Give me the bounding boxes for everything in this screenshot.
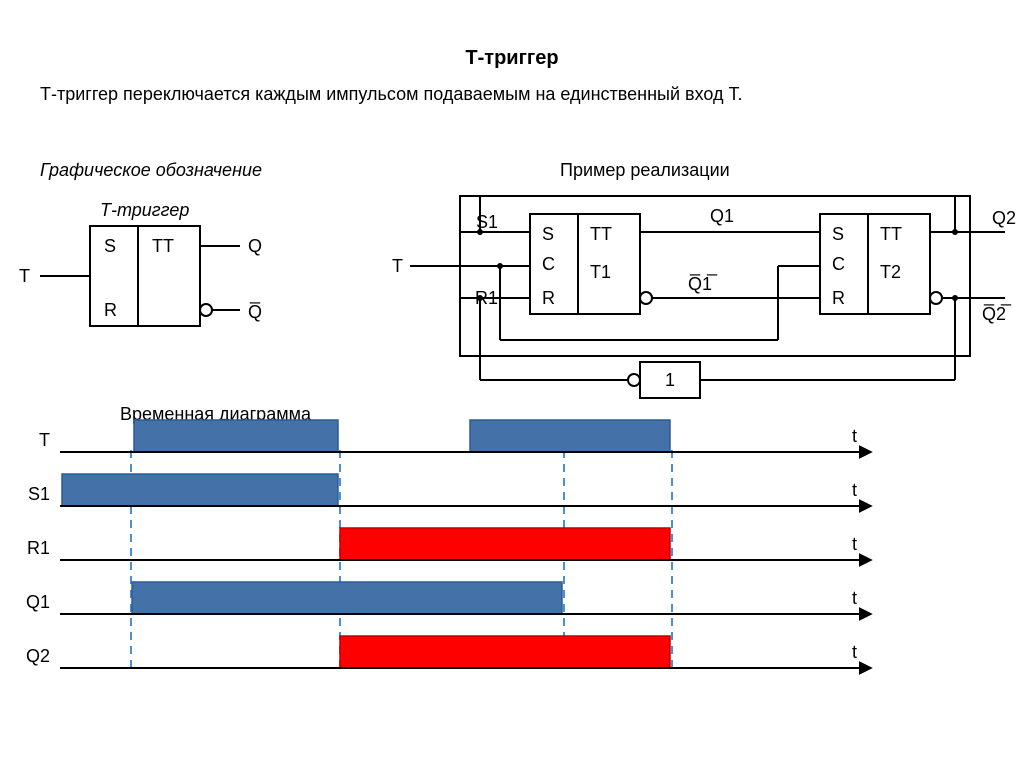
impl-heading: Пример реализации	[560, 160, 730, 180]
ff1: S C R TT T1	[530, 214, 652, 314]
symbol-tt: TT	[152, 236, 174, 256]
timing-row-label-t: T	[39, 430, 50, 450]
ff1-tt: TT	[590, 224, 612, 244]
timing-row-label-q1: Q1	[26, 592, 50, 612]
timing-bar-r1	[340, 528, 670, 560]
ff2-t: T2	[880, 262, 901, 282]
symbol-block: S R TT T Q Q̅	[19, 226, 262, 326]
inverter: 1	[628, 362, 700, 398]
timing-bar-s1	[62, 474, 338, 506]
impl-q1: Q1	[710, 206, 734, 226]
timing-row-label-r1: R1	[27, 538, 50, 558]
impl-q1bar: Q̅1̅	[688, 274, 718, 294]
impl-q2: Q2	[992, 208, 1016, 228]
impl-t: T	[392, 256, 403, 276]
ff2-c: C	[832, 254, 845, 274]
timing-bar-t	[134, 420, 338, 452]
impl-q2bar: Q̅2̅	[982, 304, 1012, 324]
page-subtitle: Т-триггер переключается каждым импульсом…	[40, 84, 742, 104]
timing-diagram: Tt S1 t R1 t Q1 t Q2 t	[26, 420, 870, 672]
symbol-qbar: Q̅	[248, 302, 262, 322]
timing-axis-label: t	[852, 426, 857, 446]
timing-bar-q2	[340, 636, 670, 668]
symbol-r: R	[104, 300, 117, 320]
timing-axis-label: t	[852, 642, 857, 662]
ff2-tt: TT	[880, 224, 902, 244]
timing-axis-label: t	[852, 534, 857, 554]
symbol-caption: Т-триггер	[100, 200, 189, 220]
symbol-s: S	[104, 236, 116, 256]
timing-axis-label: t	[852, 588, 857, 608]
ff1-s: S	[542, 224, 554, 244]
timing-row-label-q2: Q2	[26, 646, 50, 666]
ff2-r: R	[832, 288, 845, 308]
implementation-block: S C R TT T1 S C R TT T2 1 T S1	[392, 196, 1016, 398]
ff2-s: S	[832, 224, 844, 244]
symbol-t: T	[19, 266, 30, 286]
inv-label: 1	[665, 370, 675, 390]
ff1-t: T1	[590, 262, 611, 282]
timing-bar-t	[470, 420, 670, 452]
timing-axis-label: t	[852, 480, 857, 500]
timing-row-label-s1: S1	[28, 484, 50, 504]
ff1-c: C	[542, 254, 555, 274]
ff2: S C R TT T2	[820, 214, 942, 314]
symbol-heading: Графическое обозначение	[40, 160, 262, 180]
symbol-q: Q	[248, 236, 262, 256]
ff1-r: R	[542, 288, 555, 308]
timing-bar-q1	[132, 582, 562, 614]
page-title: Т-триггер	[465, 47, 558, 69]
diagram-canvas: Т-триггер Т-триггер переключается каждым…	[0, 0, 1024, 767]
